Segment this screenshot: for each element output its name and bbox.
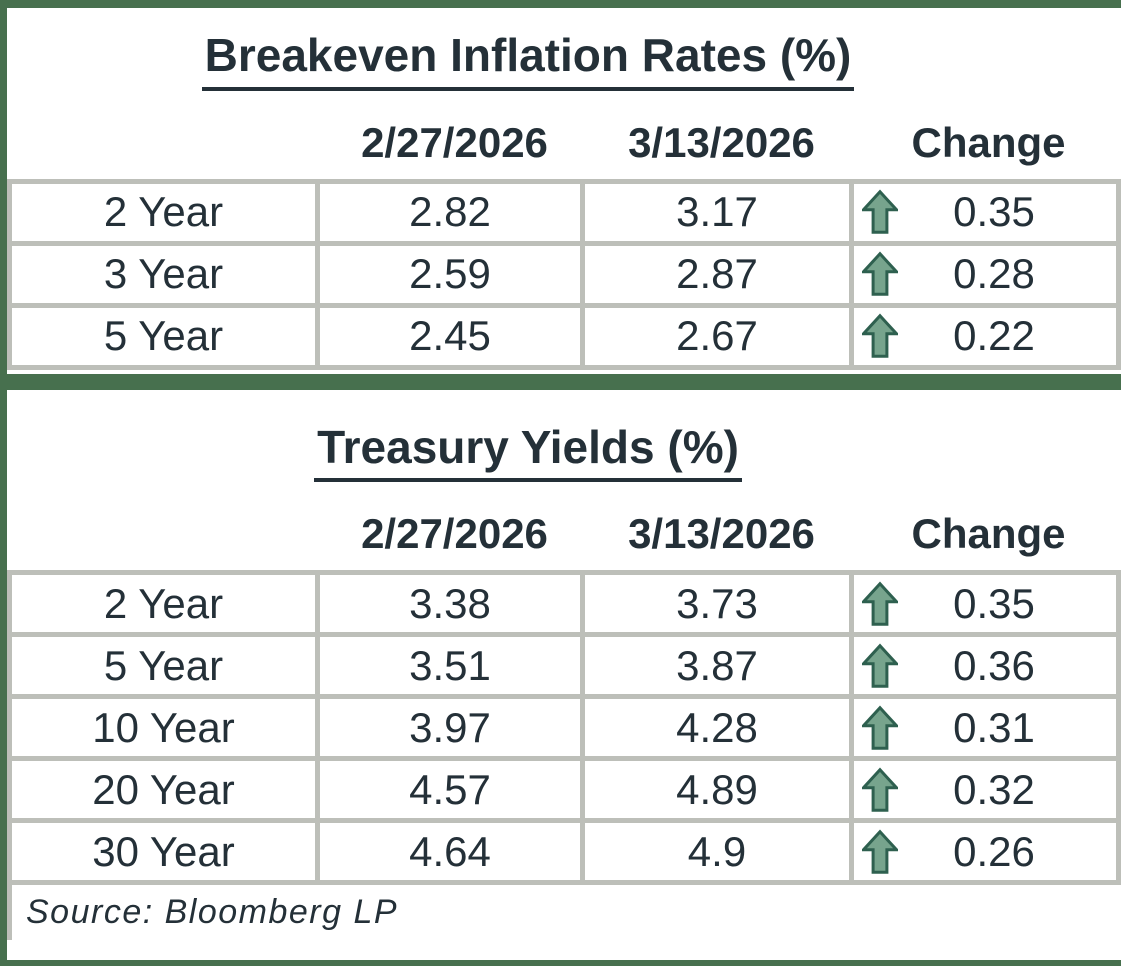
value-cell-curr-date: 4.9 <box>585 823 849 881</box>
row-maturity-label: 3 Year <box>12 245 315 303</box>
change-value: 0.35 <box>953 579 1035 627</box>
change-cell: 0.31 <box>854 699 1116 757</box>
col-header-change: Change <box>911 118 1066 166</box>
change-cell: 0.35 <box>854 575 1116 633</box>
row-maturity-label: 20 Year <box>12 761 315 819</box>
value-cell-curr-date: 4.28 <box>585 699 849 757</box>
row-maturity-label: 10 Year <box>12 699 315 757</box>
value-cell-curr-date: 3.73 <box>585 575 849 633</box>
change-value: 0.26 <box>953 827 1035 875</box>
up-arrow-icon <box>862 251 898 296</box>
change-value: 0.22 <box>953 312 1035 360</box>
value-cell-prev-date: 3.51 <box>320 637 580 695</box>
change-value: 0.28 <box>953 250 1035 298</box>
section-divider-bar <box>7 373 1121 390</box>
col-header-change: Change <box>911 510 1066 558</box>
value-cell-curr-date: 2.87 <box>585 245 849 303</box>
row-maturity-label: 5 Year <box>12 637 315 695</box>
change-cell: 0.36 <box>854 637 1116 695</box>
change-value: 0.35 <box>953 188 1035 236</box>
up-arrow-icon <box>862 189 898 234</box>
change-cell: 0.28 <box>854 245 1116 303</box>
value-cell-curr-date: 3.87 <box>585 637 849 695</box>
change-cell: 0.32 <box>854 761 1116 819</box>
value-cell-prev-date: 4.64 <box>320 823 580 881</box>
row-maturity-label: 2 Year <box>12 183 315 241</box>
breakeven-data-table: 2 Year 2.82 3.17 0.35 3 Year 2.59 2.87 0… <box>7 178 1121 370</box>
source-attribution-row: Source: Bloomberg LP <box>7 885 1121 941</box>
treasury-table-title: Treasury Yields (%) <box>314 421 742 483</box>
value-cell-curr-date: 3.17 <box>585 183 849 241</box>
treasury-title-row: Treasury Yields (%) <box>7 421 1121 483</box>
value-cell-prev-date: 4.57 <box>320 761 580 819</box>
up-arrow-icon <box>862 643 898 688</box>
col-header-prev-date: 2/27/2026 <box>361 118 548 166</box>
value-cell-prev-date: 3.97 <box>320 699 580 757</box>
col-header-prev-date: 2/27/2026 <box>361 510 548 558</box>
up-arrow-icon <box>862 581 898 626</box>
breakeven-title-row: Breakeven Inflation Rates (%) <box>7 30 1121 91</box>
treasury-header-row: 2/27/2026 3/13/2026 Change <box>7 510 1121 558</box>
change-value: 0.36 <box>953 641 1035 689</box>
change-cell: 0.26 <box>854 823 1116 881</box>
value-cell-prev-date: 2.82 <box>320 183 580 241</box>
value-cell-prev-date: 2.59 <box>320 245 580 303</box>
change-cell: 0.35 <box>854 183 1116 241</box>
change-value: 0.31 <box>953 703 1035 751</box>
value-cell-curr-date: 4.89 <box>585 761 849 819</box>
breakeven-table-title: Breakeven Inflation Rates (%) <box>201 30 855 91</box>
up-arrow-icon <box>862 313 898 358</box>
up-arrow-icon <box>862 767 898 812</box>
row-maturity-label: 30 Year <box>12 823 315 881</box>
row-maturity-label: 5 Year <box>12 307 315 365</box>
value-cell-prev-date: 2.45 <box>320 307 580 365</box>
change-value: 0.32 <box>953 765 1035 813</box>
breakeven-header-row: 2/27/2026 3/13/2026 Change <box>7 119 1121 167</box>
up-arrow-icon <box>862 829 898 874</box>
treasury-data-table: 2 Year 3.38 3.73 0.35 5 Year 3.51 3.87 0… <box>7 570 1121 886</box>
up-arrow-icon <box>862 705 898 750</box>
row-maturity-label: 2 Year <box>12 575 315 633</box>
value-cell-curr-date: 2.67 <box>585 307 849 365</box>
source-text: Source: Bloomberg LP <box>26 893 399 932</box>
treasury-yields-section: Treasury Yields (%) 2/27/2026 3/13/2026 … <box>7 421 1121 886</box>
value-cell-prev-date: 3.38 <box>320 575 580 633</box>
col-header-curr-date: 3/13/2026 <box>628 118 815 166</box>
col-header-curr-date: 3/13/2026 <box>628 510 815 558</box>
breakeven-inflation-section: Breakeven Inflation Rates (%) 2/27/2026 … <box>7 30 1121 370</box>
change-cell: 0.22 <box>854 307 1116 365</box>
